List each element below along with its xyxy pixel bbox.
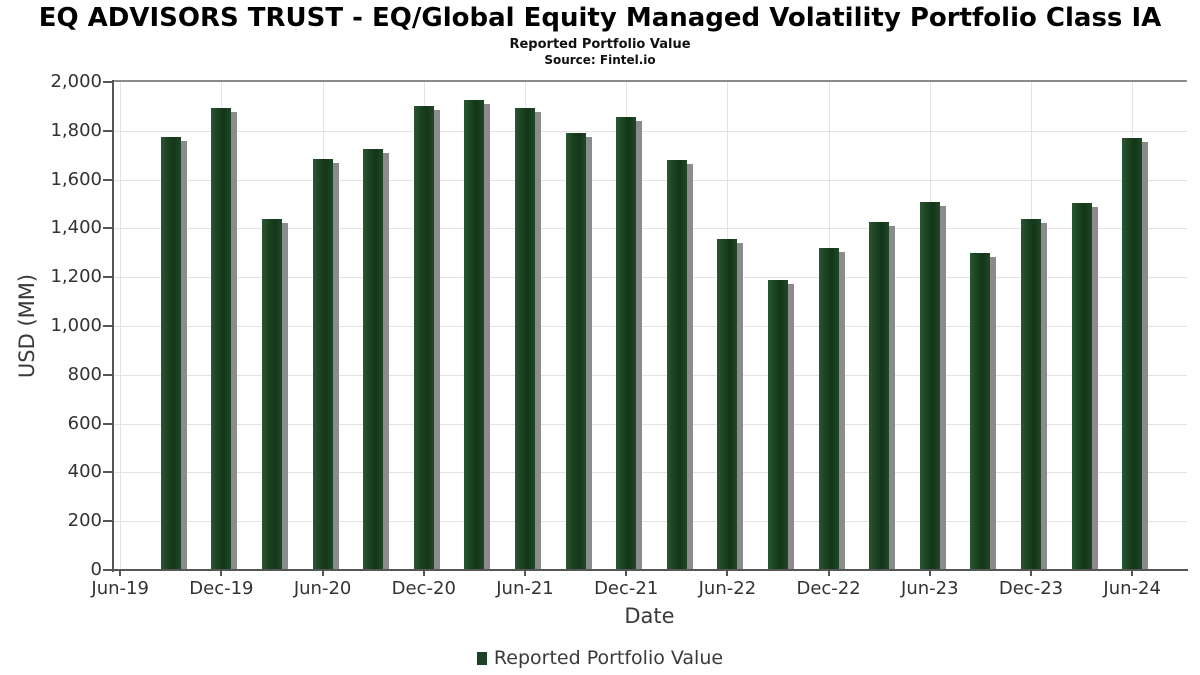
y-tick-label: 200 [67, 510, 102, 532]
y-tick-mark [103, 325, 112, 327]
x-axis-line [110, 569, 1188, 571]
x-tick-label: Jun-21 [496, 578, 554, 599]
x-tick-label: Dec-19 [189, 578, 254, 599]
y-tick-label: 0 [90, 559, 102, 580]
bar-Jun-20[interactable] [312, 158, 333, 570]
y-tick-mark [103, 569, 112, 571]
bar-Sep-21[interactable] [565, 133, 586, 570]
bar-Jun-23[interactable] [919, 201, 940, 570]
y-tick-label: 1,400 [50, 217, 102, 239]
x-tick-mark [321, 571, 324, 576]
x-tick-label: Dec-22 [796, 578, 861, 599]
y-tick-label: 1,800 [50, 119, 102, 141]
y-tick-mark [103, 178, 112, 181]
y-tick-label: 1,200 [50, 266, 102, 288]
x-tick-label: Jun-24 [1103, 578, 1161, 599]
bar-Mar-23[interactable] [869, 222, 890, 570]
x-tick-label: Jun-20 [293, 578, 352, 599]
y-tick-label: 800 [67, 363, 102, 385]
x-tick-label: Jun-23 [901, 578, 959, 599]
chart-subtitle: Reported Portfolio Value [509, 37, 691, 52]
legend: Reported Portfolio Value [0, 645, 1200, 671]
gridline-h [114, 423, 1187, 425]
y-tick-mark [103, 81, 112, 83]
gridline-h [114, 277, 1187, 279]
bar-Dec-19[interactable] [211, 107, 232, 570]
gridline-h [114, 130, 1187, 132]
legend-label[interactable]: Reported Portfolio Value [493, 647, 724, 669]
gridline-h [114, 472, 1187, 474]
x-tick-label: Dec-23 [998, 578, 1064, 599]
bar-Dec-23[interactable] [1021, 218, 1041, 570]
y-tick-label: 400 [67, 461, 102, 483]
x-tick-mark [928, 571, 931, 576]
y-tick-mark [103, 227, 112, 230]
x-tick-mark [827, 571, 830, 576]
y-tick-mark [103, 129, 112, 132]
y-tick-label: 1,000 [50, 315, 102, 336]
gridline-h [114, 326, 1187, 327]
x-tick-mark [524, 571, 526, 576]
x-tick-mark [220, 571, 223, 576]
chart-title: EQ ADVISORS TRUST - EQ/Global Equity Man… [38, 3, 1162, 33]
gridline-h [114, 179, 1187, 181]
gridline-h [114, 228, 1187, 230]
y-tick-label: 2,000 [50, 71, 102, 92]
x-tick-mark [422, 571, 425, 576]
y-tick-mark [103, 276, 112, 279]
legend-marker-icon [476, 651, 487, 665]
y-axis-line [112, 80, 114, 572]
bar-Jun-22[interactable] [717, 239, 738, 570]
x-tick-mark [726, 571, 729, 576]
y-tick-mark [103, 422, 112, 425]
bar-Dec-20[interactable] [413, 106, 434, 570]
x-tick-mark [1131, 571, 1134, 576]
plot-frame-top [112, 80, 1187, 82]
x-tick-label: Dec-20 [391, 578, 456, 599]
bar-Sep-22[interactable] [768, 279, 788, 570]
x-tick-mark [1030, 571, 1032, 576]
bar-Jun-21[interactable] [515, 107, 535, 570]
bar-Dec-21[interactable] [616, 117, 637, 570]
bar-Sep-23[interactable] [970, 252, 991, 570]
x-tick-label: Jun-19 [91, 578, 149, 599]
x-axis-title: Date [624, 604, 675, 628]
bar-Mar-22[interactable] [666, 160, 687, 570]
bar-Jun-24[interactable] [1122, 138, 1143, 570]
bar-Mar-20[interactable] [262, 218, 282, 570]
x-tick-mark [119, 571, 122, 576]
x-tick-label: Dec-21 [594, 578, 659, 599]
chart-source: Source: Fintel.io [544, 53, 656, 67]
bar-Sep-20[interactable] [363, 149, 384, 570]
y-tick-mark [103, 520, 112, 523]
y-tick-mark [103, 373, 112, 376]
y-tick-mark [103, 471, 112, 474]
x-tick-label: Jun-22 [698, 578, 757, 599]
bar-Mar-21[interactable] [464, 100, 485, 570]
gridline-h [114, 374, 1187, 376]
plot-area [114, 82, 1187, 570]
gridline-h [114, 521, 1187, 523]
bar-Sep-19[interactable] [160, 136, 181, 570]
bar-Mar-24[interactable] [1071, 202, 1092, 570]
y-tick-label: 1,600 [50, 168, 102, 190]
x-tick-mark [625, 571, 628, 576]
y-tick-label: 600 [67, 412, 102, 434]
bar-Dec-22[interactable] [818, 247, 839, 570]
